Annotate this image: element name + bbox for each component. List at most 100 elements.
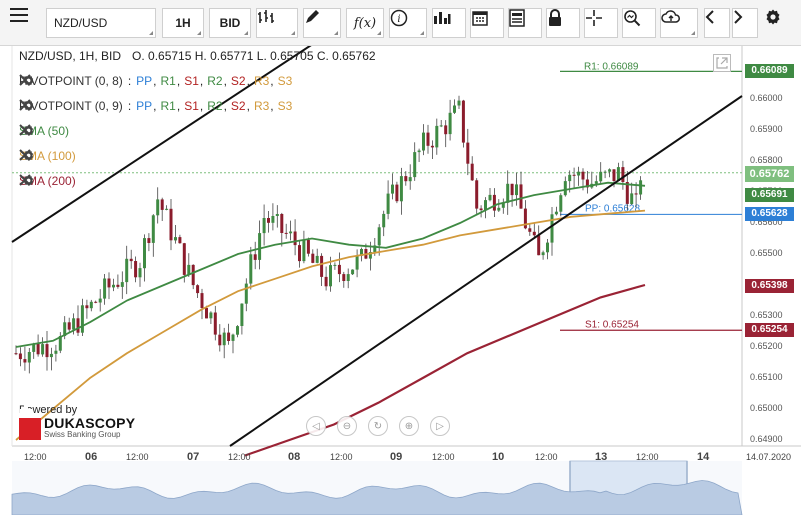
brand-name: DUKASCOPY — [44, 415, 136, 431]
price-chart[interactable]: R1: 0.66089 PP: 0.65628 S1: 0.65254 — [0, 46, 801, 515]
news-button[interactable] — [508, 8, 542, 38]
prev-button[interactable] — [704, 8, 730, 38]
side-selector[interactable]: BID — [209, 8, 251, 38]
close-icon[interactable] — [19, 99, 31, 111]
candle-body — [466, 142, 470, 164]
candle-body — [311, 253, 315, 263]
candle-body — [621, 167, 625, 182]
zoom-out-button[interactable]: ⊖ — [337, 416, 357, 436]
candle-body — [249, 254, 253, 284]
y-tick-label: 0.65900 — [750, 124, 783, 134]
close-icon[interactable] — [19, 124, 31, 136]
candle-body — [213, 312, 217, 335]
candle-body — [27, 352, 31, 363]
pivot-line-label: R1: 0.66089 — [584, 61, 639, 72]
candle-body — [72, 318, 76, 330]
close-icon[interactable] — [19, 74, 31, 86]
candle-body — [120, 282, 124, 287]
next-icon — [734, 10, 743, 24]
cloud-upload-button[interactable] — [660, 8, 698, 38]
candle-body — [616, 167, 620, 181]
candle-body — [537, 235, 541, 256]
zoom-icon — [624, 10, 641, 27]
crosshair-button[interactable] — [584, 8, 618, 38]
volume-button[interactable] — [432, 8, 466, 38]
menu-icon[interactable] — [10, 8, 40, 38]
pivot-label: PP — [136, 99, 153, 113]
candle-body — [18, 353, 22, 360]
candle-body — [253, 254, 257, 260]
timeframe-selector[interactable]: 1H — [162, 8, 204, 38]
price-tag: 0.65762 — [745, 165, 794, 182]
bar-chart-type-button[interactable] — [256, 8, 298, 38]
scroll-right-button[interactable]: ▷ — [430, 416, 450, 436]
candle-body — [492, 194, 496, 211]
x-tick-label: 12:00 — [636, 452, 659, 462]
candle-body — [151, 215, 155, 243]
candle-body — [227, 332, 231, 341]
draw-button[interactable] — [303, 8, 341, 38]
candle-body — [444, 125, 448, 135]
crosshair-icon — [586, 10, 602, 26]
symbol-selector[interactable]: NZD/USD — [46, 8, 156, 38]
candle-body — [280, 214, 284, 233]
separator: , — [176, 74, 181, 88]
pivot-colon: : — [127, 99, 132, 113]
y-tick-label: 0.64900 — [750, 434, 783, 444]
candle-body — [80, 305, 84, 333]
close-icon[interactable] — [19, 149, 31, 161]
candle-body — [510, 183, 514, 196]
candle-body — [360, 249, 363, 256]
chart-area[interactable]: R1: 0.66089 PP: 0.65628 S1: 0.65254 NZD/US… — [0, 46, 801, 515]
candle-body — [178, 237, 182, 244]
candle-body — [528, 228, 532, 232]
candle-body — [23, 359, 27, 363]
candle-body — [191, 264, 195, 286]
indicator-legend-1: PIVOTPOINT (0, 9): PP, R1, S1, R2, S2, R3, S3 — [19, 99, 293, 113]
zoom-button[interactable] — [622, 8, 656, 38]
pivot-label: R3 — [253, 74, 270, 88]
candle-body — [630, 193, 634, 204]
candle-body — [174, 237, 177, 241]
pivot-label: S3 — [277, 99, 293, 113]
candle-body — [417, 150, 421, 153]
popout-button[interactable] — [713, 54, 731, 72]
svg-text:i: i — [397, 14, 400, 25]
zoom-in-button[interactable]: ⊕ — [399, 416, 419, 436]
candle-body — [532, 231, 536, 236]
calendar-button[interactable] — [470, 8, 504, 38]
x-tick-label: 12:00 — [126, 452, 149, 462]
info-button[interactable]: i — [389, 8, 427, 38]
pivot-label: R2 — [207, 99, 223, 113]
y-tick-label: 0.65600 — [750, 217, 783, 227]
y-tick-label: 0.65800 — [750, 155, 783, 165]
lock-button[interactable] — [546, 8, 580, 38]
scroll-left-button[interactable]: ◁ — [306, 416, 326, 436]
indicators-button[interactable]: f(x) — [346, 8, 384, 38]
candle-body — [554, 211, 558, 215]
separator: , — [223, 74, 227, 88]
separator: , — [153, 99, 157, 113]
x-end-date: 14.07.2020 — [746, 452, 792, 462]
indicator-name: SMA (200) — [19, 174, 76, 188]
y-tick-label: 0.65100 — [750, 372, 783, 382]
trend-line-upper-left — [11, 46, 312, 243]
price-tag: 0.65254 — [745, 323, 794, 338]
indicator-name: SMA (100) — [19, 149, 76, 163]
candle-body — [125, 258, 129, 283]
reset-zoom-button[interactable]: ↻ — [368, 416, 388, 436]
candle-body — [546, 242, 549, 253]
timeframe-label: 1H — [175, 16, 191, 30]
candle-body — [585, 179, 589, 188]
candle-body — [298, 245, 301, 262]
candle-body — [58, 336, 62, 351]
settings-button[interactable] — [764, 8, 792, 38]
close-icon[interactable] — [19, 174, 31, 186]
powered-by-label: Powered by — [19, 404, 78, 416]
candle-body — [426, 132, 430, 146]
next-button[interactable] — [732, 8, 758, 38]
y-tick-label: 0.65500 — [750, 248, 783, 258]
candle-body — [94, 301, 98, 303]
candle-body — [337, 264, 341, 275]
candle-body — [54, 350, 58, 354]
